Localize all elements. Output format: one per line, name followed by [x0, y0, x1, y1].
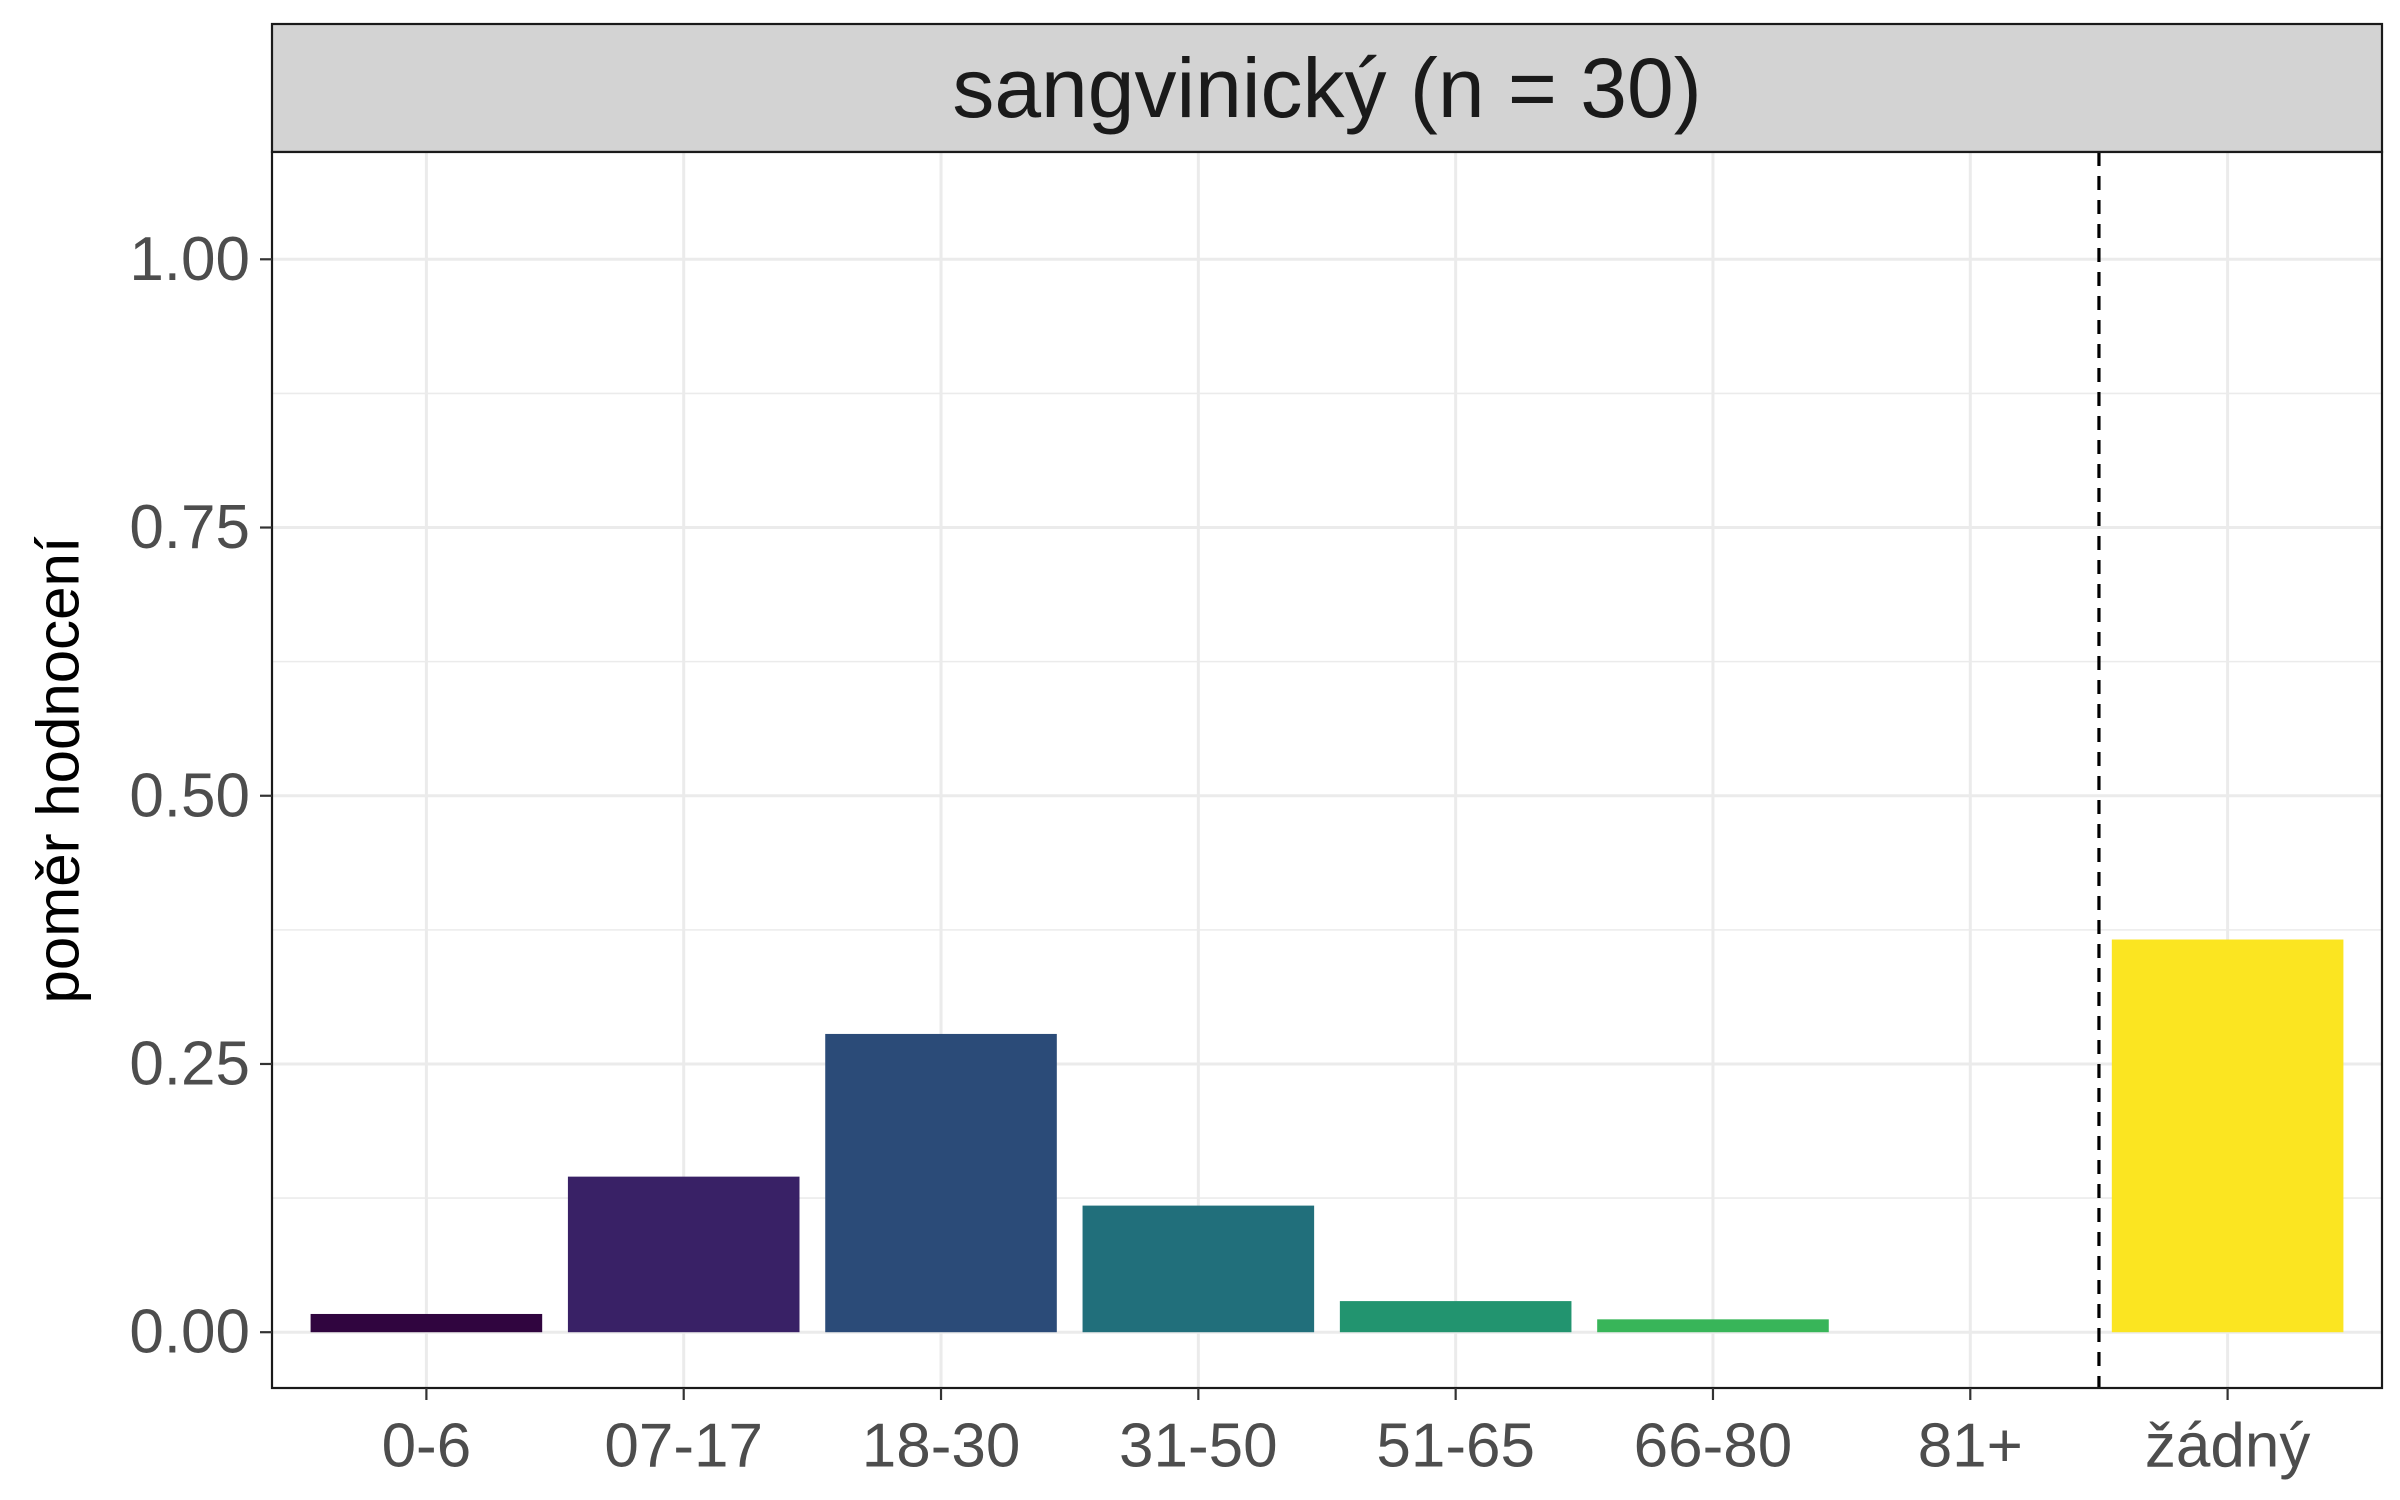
- facet-strip: sangvinický (n = 30): [270, 22, 2384, 154]
- bar-žádný: [2111, 939, 2344, 1333]
- x-tick-label: 18-30: [862, 1412, 1021, 1481]
- x-tick-label: 81+: [1918, 1412, 2023, 1481]
- y-tick-label: 0.50: [129, 761, 250, 830]
- minor-gridlines: [272, 392, 2382, 1199]
- facet-strip-label: sangvinický (n = 30): [952, 41, 1701, 135]
- y-tick-label: 0.00: [129, 1298, 250, 1367]
- major-gridlines: [272, 152, 2382, 1388]
- y-tick-label: 1.00: [129, 225, 250, 294]
- panel-border: [270, 150, 2384, 1390]
- y-tick-label: 0.75: [129, 493, 250, 562]
- y-axis-title: poměr hodnocení: [25, 536, 92, 1003]
- bar-18-30: [825, 1033, 1057, 1333]
- x-tick-label: 07-17: [604, 1412, 763, 1481]
- y-axis: 0.00 0.25 0.50 0.75 1.00: [129, 225, 272, 1367]
- x-tick-label: 66-80: [1634, 1412, 1793, 1481]
- facet-strip-background: [272, 24, 2382, 152]
- bar-31-50: [1082, 1205, 1315, 1333]
- x-tick-label: 0-6: [382, 1412, 472, 1481]
- plot-panel: [270, 150, 2384, 1390]
- x-tick-label: žádný: [2145, 1412, 2310, 1481]
- bar-66-80: [1597, 1319, 1829, 1333]
- bar-07-17: [567, 1176, 800, 1333]
- x-axis: 0-6 07-17 18-30 31-50 51-65 66-80 81+ žádný: [382, 1388, 2310, 1481]
- x-tick-label: 31-50: [1119, 1412, 1278, 1481]
- bars: [310, 939, 2344, 1333]
- y-tick-label: 0.25: [129, 1029, 250, 1098]
- bar-0-6: [310, 1313, 543, 1333]
- bar-51-65: [1339, 1301, 1572, 1333]
- x-tick-label: 51-65: [1376, 1412, 1535, 1481]
